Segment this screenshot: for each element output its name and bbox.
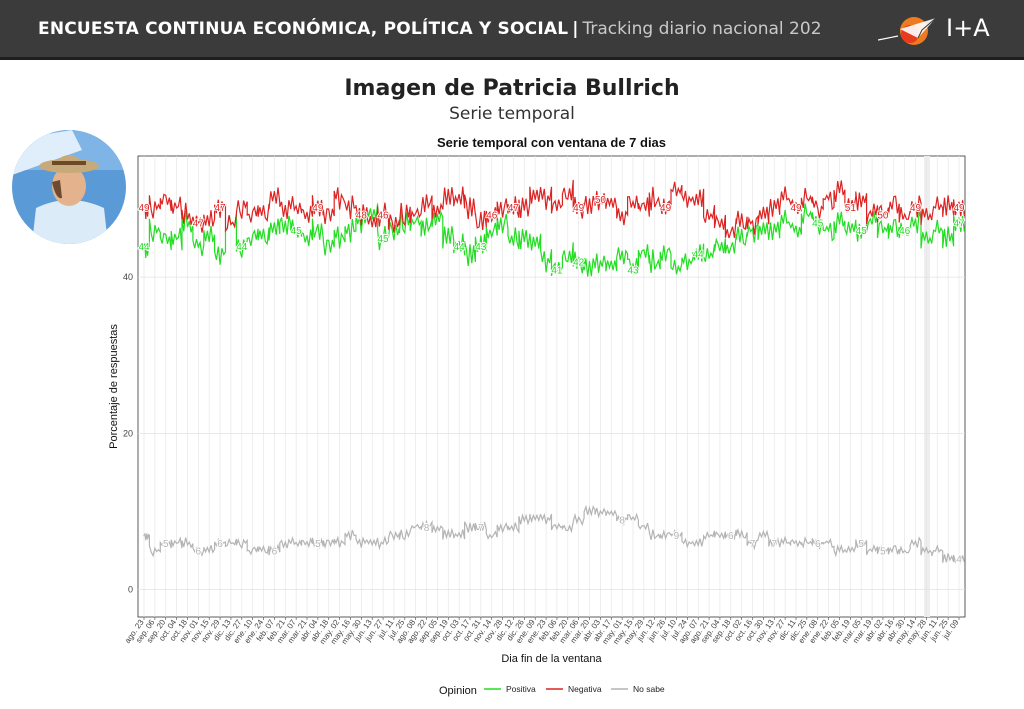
legend-label: No sabe (633, 684, 665, 694)
legend-title: Opinion (439, 685, 477, 697)
data-label: 7 (771, 539, 777, 550)
y-axis-title: Porcentaje de respuestas (108, 324, 120, 449)
report-title: ENCUESTA CONTINUA ECONÓMICA, POLÍTICA Y … (38, 19, 822, 39)
data-label: 49 (573, 203, 585, 214)
data-label: 6 (196, 547, 202, 558)
data-label: 49 (660, 203, 672, 214)
data-label: 43 (627, 265, 639, 276)
series-line-negativa (143, 179, 965, 239)
data-label: 45 (856, 226, 868, 237)
brand-logo-icon (878, 17, 937, 45)
data-label: 5 (880, 547, 886, 558)
y-tick-label: 0 (128, 585, 133, 595)
data-label: 48 (356, 211, 368, 222)
data-label: 47 (193, 218, 205, 229)
data-label: 6 (217, 539, 223, 550)
data-label: 6 (815, 539, 821, 550)
data-label: 5 (858, 539, 864, 550)
data-label: 44 (693, 250, 705, 261)
series-line-positiva (143, 203, 965, 277)
x-axis-title: Dia fin de la ventana (501, 653, 602, 665)
series-line-no-sabe (143, 504, 965, 565)
y-tick-label: 40 (123, 272, 133, 282)
data-label: 50 (595, 195, 607, 206)
data-label: 44 (138, 242, 150, 253)
header-bar: ENCUESTA CONTINUA ECONÓMICA, POLÍTICA Y … (0, 0, 1024, 60)
data-label: 47 (215, 203, 227, 214)
chart-title: Serie temporal con ventana de 7 dias (437, 135, 666, 150)
legend-label: Positiva (506, 684, 536, 694)
data-label: 49 (953, 203, 965, 214)
data-label: 50 (877, 211, 889, 222)
data-label: 45 (812, 218, 824, 229)
data-label: 42 (573, 257, 585, 268)
data-label: 49 (910, 203, 922, 214)
data-label: 8 (619, 515, 625, 526)
page-title: Imagen de Patricia Bullrich (344, 76, 680, 101)
data-label: 43 (475, 242, 487, 253)
data-label: 7 (478, 523, 484, 534)
data-label: 51 (845, 203, 857, 214)
data-label: 6 (272, 547, 278, 558)
data-label: 4 (956, 554, 962, 565)
data-label: 44 (236, 242, 248, 253)
data-label: 45 (291, 226, 303, 237)
brand-logo-text: I+A (946, 14, 990, 42)
data-label: 7 (750, 539, 756, 550)
data-label: 8 (424, 523, 430, 534)
plot-highlight-band (924, 156, 930, 617)
legend-label: Negativa (568, 684, 602, 694)
data-label: 46 (486, 211, 498, 222)
data-label: 9 (674, 531, 680, 542)
data-label: 6 (728, 531, 734, 542)
data-label: 5 (315, 539, 321, 550)
data-label: 47 (508, 203, 520, 214)
data-label: 45 (378, 234, 390, 245)
y-tick-label: 20 (123, 428, 133, 438)
data-label: 46 (378, 211, 390, 222)
data-label: 47 (953, 218, 965, 229)
data-label: 49 (790, 203, 802, 214)
data-label: 49 (138, 203, 150, 214)
data-label: 46 (899, 226, 911, 237)
data-label: 5 (163, 539, 169, 550)
data-label: 41 (551, 265, 563, 276)
page-subtitle: Serie temporal (449, 104, 575, 124)
data-label: 49 (312, 203, 324, 214)
data-label: 44 (454, 242, 466, 253)
